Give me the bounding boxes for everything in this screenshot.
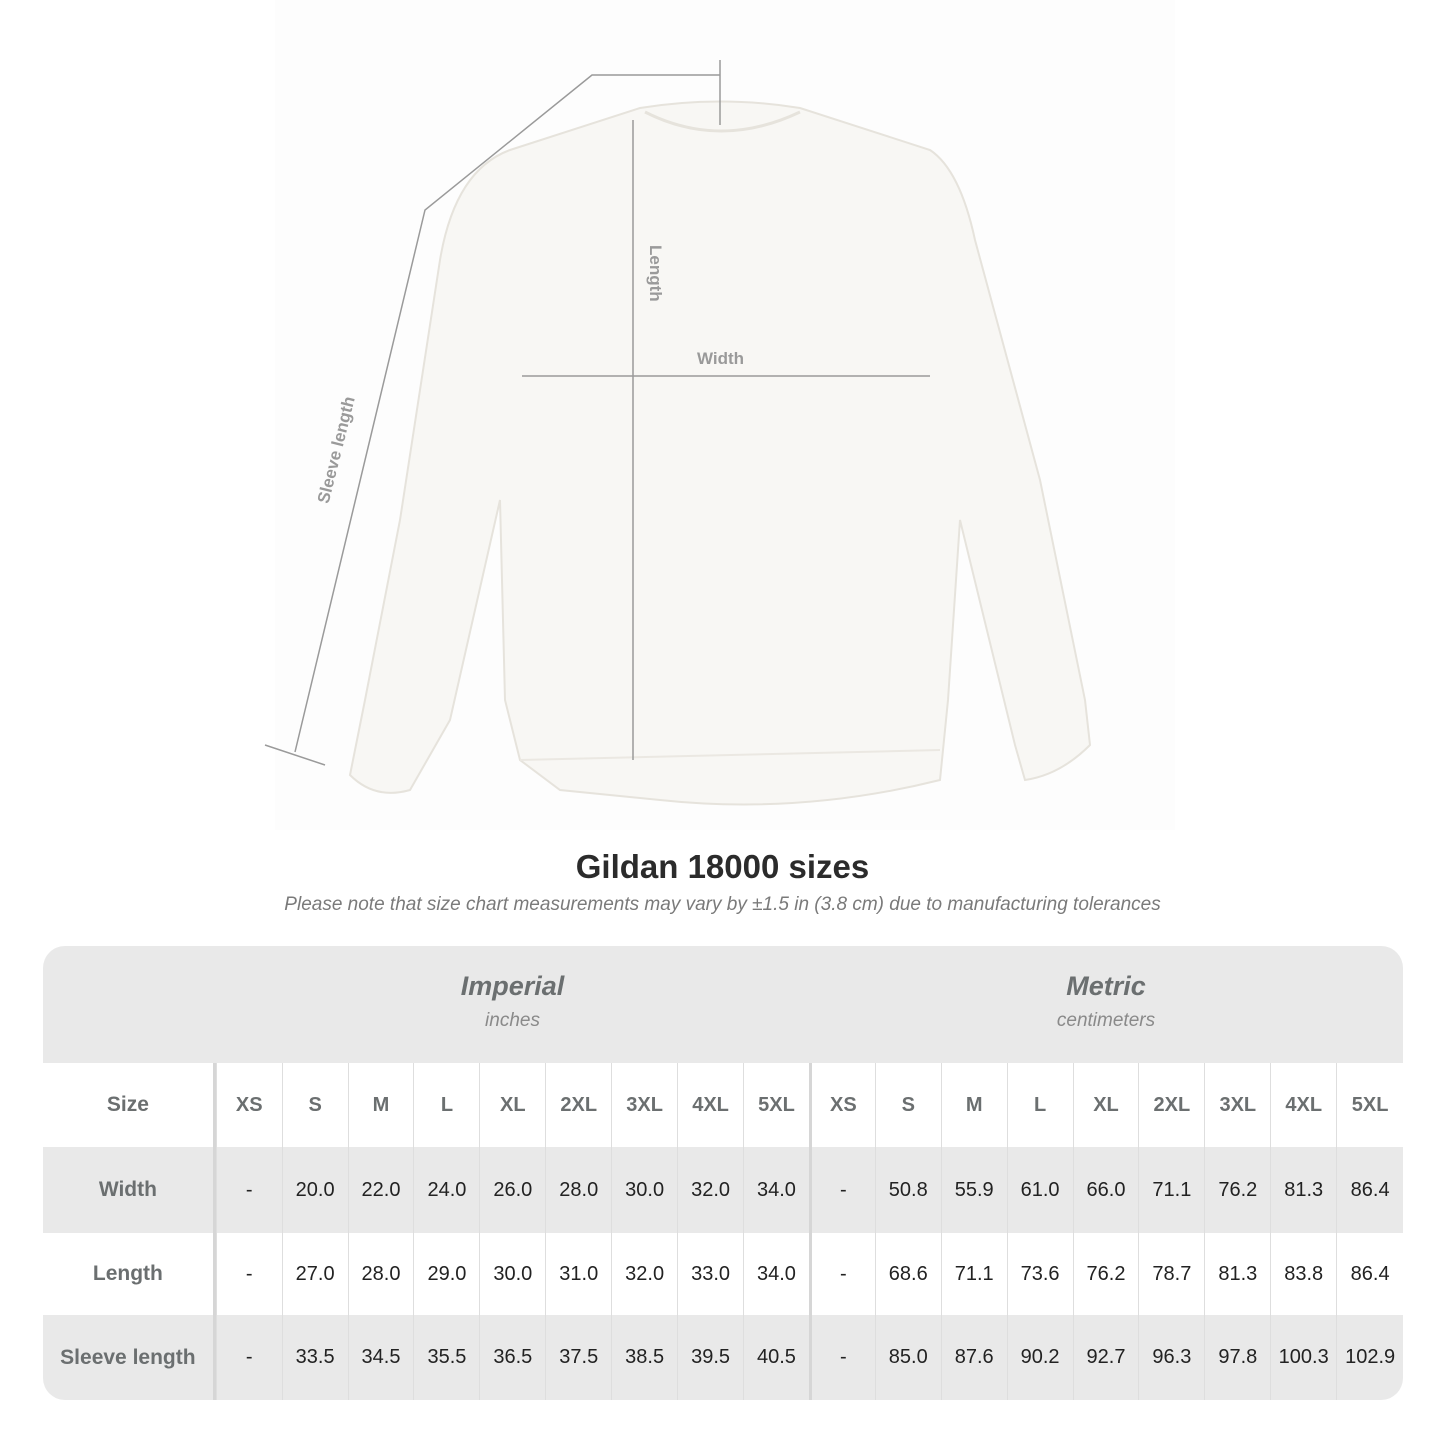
value-cell: 33.5 xyxy=(281,1315,348,1400)
size-header-cell: 3XL xyxy=(1204,1063,1270,1147)
size-header-row: Size XS S M L XL 2XL 3XL 4XL 5XL XS S M L XL 2XL 3XL 4XL 5… xyxy=(43,1063,1403,1147)
size-header-cell: 2XL xyxy=(1138,1063,1204,1147)
value-cell: 35.5 xyxy=(413,1315,479,1400)
value-cell: 87.6 xyxy=(940,1315,1007,1400)
value-cell: 34.5 xyxy=(347,1315,414,1400)
value-cell: 90.2 xyxy=(1006,1315,1073,1400)
size-header-cell: M xyxy=(940,1063,1007,1147)
size-header-cell: 2XL xyxy=(545,1063,611,1147)
value-cell: 86.4 xyxy=(1336,1233,1403,1315)
size-header-cell: S xyxy=(281,1063,348,1147)
value-cell: 85.0 xyxy=(874,1315,941,1400)
size-header-cell: XS xyxy=(808,1063,875,1147)
size-header-cell: L xyxy=(1006,1063,1073,1147)
size-header-cell: XL xyxy=(479,1063,545,1147)
value-cell: 81.3 xyxy=(1204,1233,1270,1315)
metric-unit: centimeters xyxy=(1056,1010,1156,1031)
table-row: Sleeve length -33.5 34.5 35.5 36.5 37.5 38.5 39… xyxy=(43,1315,1403,1400)
value-cell: - xyxy=(215,1233,282,1315)
value-cell: 96.3 xyxy=(1138,1315,1204,1400)
value-cell: 76.2 xyxy=(1072,1233,1139,1315)
value-cell: 39.5 xyxy=(677,1315,743,1400)
size-header-cell: XL xyxy=(1072,1063,1139,1147)
value-cell: 92.7 xyxy=(1072,1315,1139,1400)
value-cell: - xyxy=(215,1147,282,1233)
row-label: Size xyxy=(43,1063,216,1147)
row-label: Width xyxy=(43,1147,216,1233)
sweatshirt-image xyxy=(348,100,1092,806)
imperial-unit: inches xyxy=(485,1010,540,1031)
value-cell: 102.9 xyxy=(1336,1315,1403,1400)
value-cell: - xyxy=(808,1315,875,1400)
value-cell: - xyxy=(808,1233,875,1315)
value-cell: 28.0 xyxy=(545,1147,611,1233)
value-cell: 100.3 xyxy=(1270,1315,1336,1400)
size-header-cell: 5XL xyxy=(743,1063,809,1147)
value-cell: 34.0 xyxy=(743,1233,809,1315)
value-cell: 24.0 xyxy=(413,1147,479,1233)
value-cell: 76.2 xyxy=(1204,1147,1270,1233)
value-cell: 22.0 xyxy=(347,1147,414,1233)
metric-title: Metric xyxy=(1066,971,1146,1001)
value-cell: 36.5 xyxy=(479,1315,545,1400)
value-cell: 31.0 xyxy=(545,1233,611,1315)
size-header-cell: 3XL xyxy=(611,1063,677,1147)
value-cell: 68.6 xyxy=(874,1233,941,1315)
value-cell: 33.0 xyxy=(677,1233,743,1315)
value-cell: 27.0 xyxy=(281,1233,348,1315)
value-cell: 55.9 xyxy=(940,1147,1007,1233)
table-row: Length -27.0 28.0 29.0 30.0 31.0 32.0 33.0 34.0-… xyxy=(43,1233,1403,1315)
value-cell: 83.8 xyxy=(1270,1233,1336,1315)
size-header-cell: L xyxy=(413,1063,479,1147)
value-cell: 34.0 xyxy=(743,1147,809,1233)
value-cell: 97.8 xyxy=(1204,1315,1270,1400)
value-cell: 28.0 xyxy=(347,1233,414,1315)
size-header-cell: 5XL xyxy=(1336,1063,1403,1147)
value-cell: 50.8 xyxy=(874,1147,941,1233)
width-label: Width xyxy=(697,349,745,368)
sweatshirt-diagram xyxy=(264,60,1092,806)
value-cell: 37.5 xyxy=(545,1315,611,1400)
imperial-header: Imperial inches xyxy=(216,946,809,1063)
page-title: Gildan 18000 sizes xyxy=(575,848,870,885)
size-header-cell: 4XL xyxy=(677,1063,743,1147)
value-cell: 29.0 xyxy=(413,1233,479,1315)
value-cell: 38.5 xyxy=(611,1315,677,1400)
sleeve-length-line xyxy=(294,74,720,753)
value-cell: 86.4 xyxy=(1336,1147,1403,1233)
length-label: Length xyxy=(646,245,665,302)
value-cell: 32.0 xyxy=(611,1233,677,1315)
value-cell: - xyxy=(808,1147,875,1233)
value-cell: 32.0 xyxy=(677,1147,743,1233)
value-cell: 66.0 xyxy=(1072,1147,1139,1233)
size-header-cell: S xyxy=(874,1063,941,1147)
value-cell: 81.3 xyxy=(1270,1147,1336,1233)
tolerance-note: Please note that size chart measurements… xyxy=(284,894,1161,915)
value-cell: 71.1 xyxy=(940,1233,1007,1315)
size-header-cell: XS xyxy=(215,1063,282,1147)
value-cell: 71.1 xyxy=(1138,1147,1204,1233)
value-cell: - xyxy=(215,1315,282,1400)
row-label: Length xyxy=(43,1233,216,1315)
value-cell: 26.0 xyxy=(479,1147,545,1233)
value-cell: 61.0 xyxy=(1006,1147,1073,1233)
metric-header: Metric centimeters xyxy=(809,946,1403,1063)
table-row: Width -20.0 22.0 24.0 26.0 28.0 30.0 32.0 34.0-5… xyxy=(43,1147,1403,1233)
value-cell: 40.5 xyxy=(743,1315,809,1400)
size-table: Imperial inches Metric centimeters Size X… xyxy=(43,946,1403,1400)
size-header-cell: 4XL xyxy=(1270,1063,1336,1147)
value-cell: 78.7 xyxy=(1138,1233,1204,1315)
value-cell: 73.6 xyxy=(1006,1233,1073,1315)
value-cell: 20.0 xyxy=(281,1147,348,1233)
imperial-title: Imperial xyxy=(460,971,565,1001)
value-cell: 30.0 xyxy=(611,1147,677,1233)
value-cell: 30.0 xyxy=(479,1233,545,1315)
size-header-cell: M xyxy=(347,1063,414,1147)
row-label: Sleeve length xyxy=(43,1315,216,1400)
